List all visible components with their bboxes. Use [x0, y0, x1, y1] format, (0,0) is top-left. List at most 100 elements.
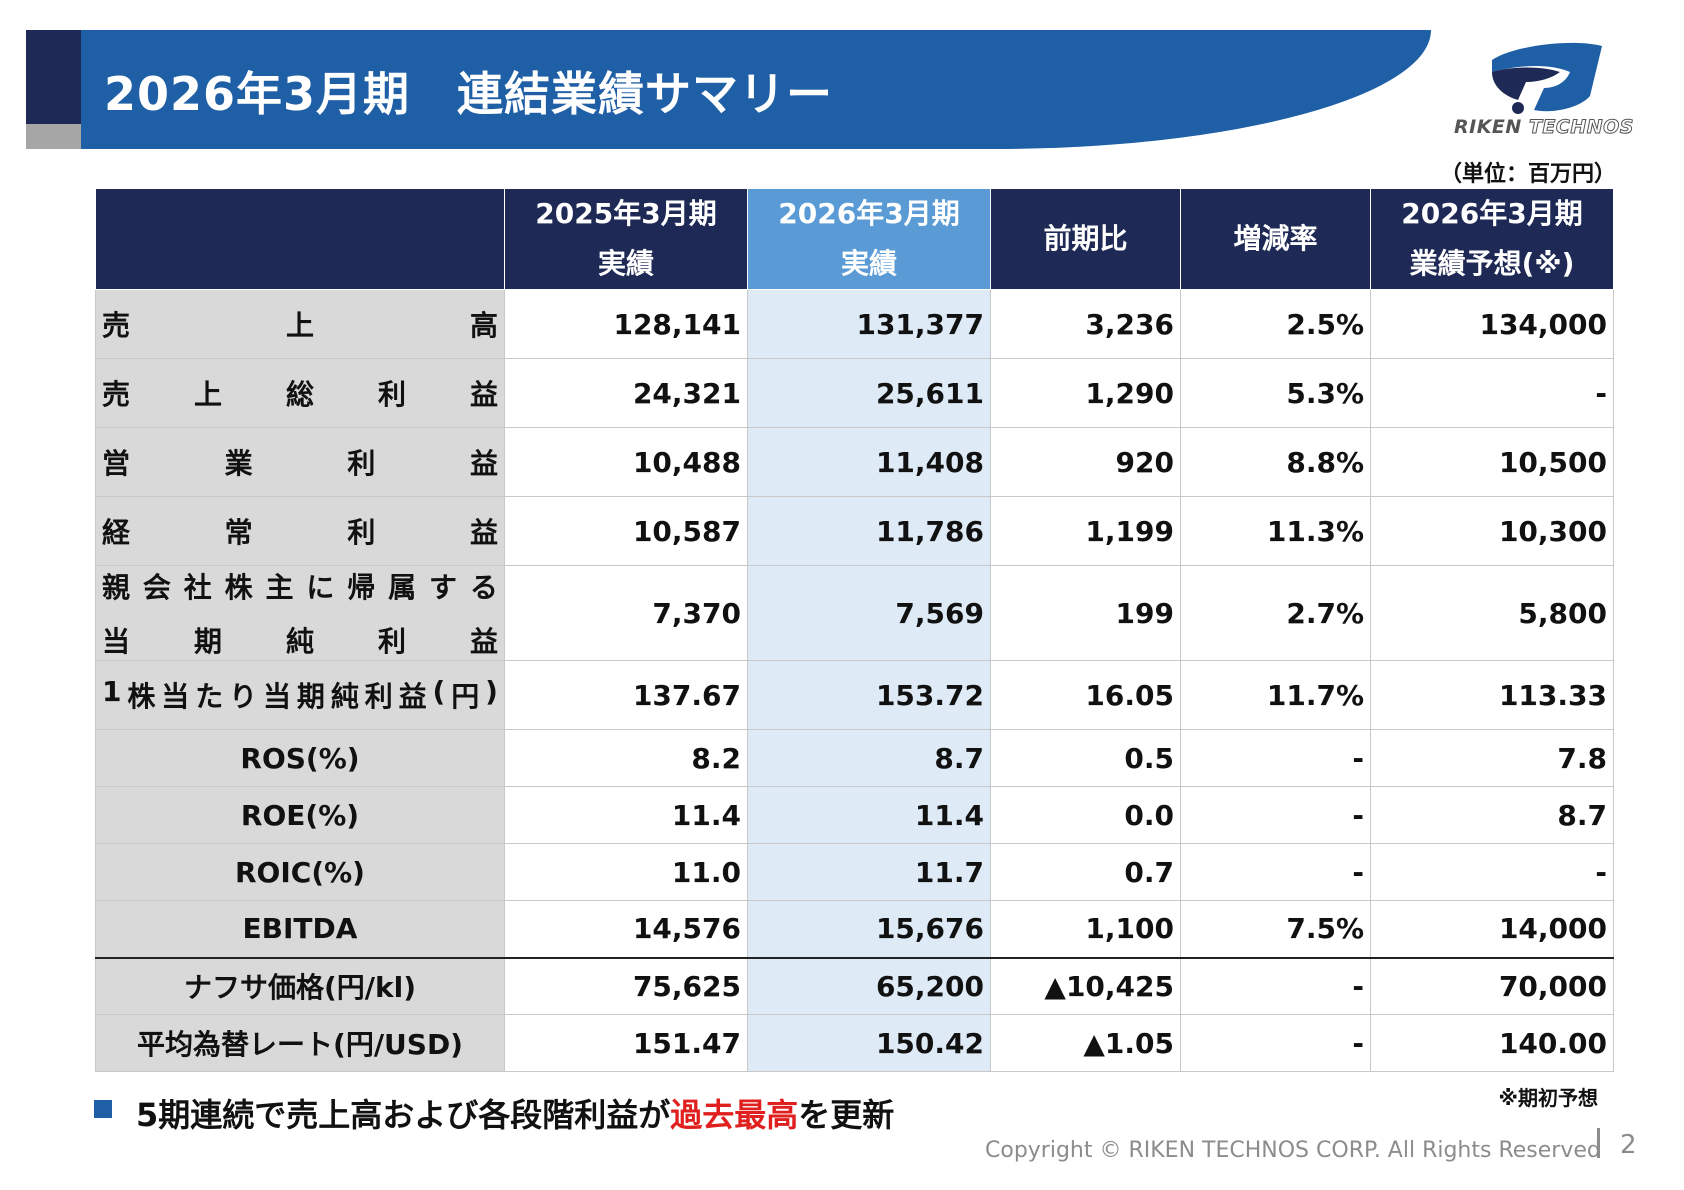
cell-value: 0.0	[990, 786, 1181, 844]
logo-wordmark: RIKEN TECHNOS	[1454, 116, 1634, 139]
header-accent-block	[26, 30, 81, 124]
column-header-line1: 前期比	[1043, 222, 1128, 255]
cell-value: 11.3%	[1180, 496, 1371, 566]
row-label-text: 売上高	[102, 309, 498, 342]
row-label-text-line2: 当期純利益	[102, 625, 498, 658]
cell-value: 8.7	[1370, 786, 1614, 844]
cell-value: ▲10,425	[990, 956, 1181, 1015]
cell-value: 7.8	[1370, 729, 1614, 787]
cell-value: 65,200	[747, 956, 991, 1015]
column-header: 2025年3月期 実績	[504, 188, 748, 290]
cell-value: 140.00	[1370, 1014, 1614, 1072]
row-label: 平均為替レート(円/USD)	[95, 1014, 505, 1072]
cell-value: -	[1370, 358, 1614, 428]
table-row: 売上高 128,141 131,377 3,236 2.5% 134,000	[95, 289, 1614, 359]
bullet-text-highlight: 過去最高	[670, 1096, 799, 1134]
column-header-line1: 2026年3月期	[1401, 197, 1583, 230]
cell-value: 11.7%	[1180, 660, 1371, 730]
bullet-square-icon	[94, 1100, 112, 1118]
row-label: ROS(%)	[95, 729, 505, 787]
table-row: 親会社株主に帰属する 当期純利益 7,370 7,569 199 2.7% 5,…	[95, 565, 1614, 661]
cell-value: 1,199	[990, 496, 1181, 566]
copyright: Copyright © RIKEN TECHNOS CORP. All Righ…	[985, 1138, 1601, 1163]
cell-value: 151.47	[504, 1014, 748, 1072]
cell-value: -	[1180, 729, 1371, 787]
cell-value: 10,488	[504, 427, 748, 497]
cell-value: 11,408	[747, 427, 991, 497]
cell-value: 2.5%	[1180, 289, 1371, 359]
cell-value: 131,377	[747, 289, 991, 359]
column-header-line1: 2026年3月期	[778, 197, 960, 230]
table-row: 経常利益 10,587 11,786 1,199 11.3% 10,300	[95, 496, 1614, 566]
cell-value: 153.72	[747, 660, 991, 730]
row-label: 親会社株主に帰属する 当期純利益	[95, 565, 505, 661]
table-row: 売上総利益 24,321 25,611 1,290 5.3% -	[95, 358, 1614, 428]
cell-value: -	[1180, 956, 1371, 1015]
bullet-text-before: 5期連続で売上高および各段階利益が	[136, 1096, 671, 1134]
cell-value: 11.0	[504, 843, 748, 901]
column-header: 前期比	[990, 188, 1181, 290]
unit-label: （単位：百万円）	[1439, 162, 1616, 187]
row-label: ROIC(%)	[95, 843, 505, 901]
row-label: 営業利益	[95, 427, 505, 497]
cell-value: 8.7	[747, 729, 991, 787]
cell-value: 150.42	[747, 1014, 991, 1072]
bullet-text: 5期連続で売上高および各段階利益が過去最高を更新	[136, 1090, 894, 1136]
cell-value: 137.67	[504, 660, 748, 730]
cell-value: 7.5%	[1180, 900, 1371, 958]
column-header-line1: 2025年3月期	[535, 197, 717, 230]
table-row: 営業利益 10,488 11,408 920 8.8% 10,500	[95, 427, 1614, 497]
cell-value: -	[1180, 843, 1371, 901]
table-row: 平均為替レート(円/USD) 151.47 150.42 ▲1.05 - 140…	[95, 1014, 1614, 1072]
cell-value: 11,786	[747, 496, 991, 566]
cell-value: 0.7	[990, 843, 1181, 901]
column-header: 2026年3月期 業績予想(※)	[1370, 188, 1614, 290]
footnote: ※期初予想	[1498, 1086, 1598, 1110]
column-header: 増減率	[1180, 188, 1371, 290]
cell-value: 0.5	[990, 729, 1181, 787]
row-label: 売上総利益	[95, 358, 505, 428]
row-label-text: 1 株当たり当期純利益(円)	[102, 675, 498, 713]
cell-value: -	[1180, 786, 1371, 844]
cell-value: 15,676	[747, 900, 991, 958]
cell-value: 5,800	[1370, 565, 1614, 661]
cell-value: 11.4	[504, 786, 748, 844]
row-label-text: 売上総利益	[102, 378, 498, 411]
cell-value: 25,611	[747, 358, 991, 428]
row-label: 経常利益	[95, 496, 505, 566]
cell-value: 7,569	[747, 565, 991, 661]
row-label: EBITDA	[95, 900, 505, 958]
row-label: ROE(%)	[95, 786, 505, 844]
cell-value: 14,000	[1370, 900, 1614, 958]
row-label: 1 株当たり当期純利益(円)	[95, 660, 505, 730]
cell-value: 920	[990, 427, 1181, 497]
table-row: ROS(%) 8.2 8.7 0.5 - 7.8	[95, 729, 1614, 787]
row-label-text: 経常利益	[102, 516, 498, 549]
row-label: 売上高	[95, 289, 505, 359]
header-accent-grey	[26, 124, 81, 149]
cell-value: 1,290	[990, 358, 1181, 428]
cell-value: 8.2	[504, 729, 748, 787]
cell-value: 3,236	[990, 289, 1181, 359]
column-header: 2026年3月期 実績	[747, 188, 991, 290]
page-title: 2026年3月期 連結業績サマリー	[104, 67, 834, 121]
row-label-text: 親会社株主に帰属する	[102, 571, 498, 604]
cell-value: 113.33	[1370, 660, 1614, 730]
cell-value: -	[1180, 1014, 1371, 1072]
table-row: ROIC(%) 11.0 11.7 0.7 - -	[95, 843, 1614, 901]
cell-value: 14,576	[504, 900, 748, 958]
page-number: 2	[1620, 1130, 1637, 1160]
row-label-text: 営業利益	[102, 447, 498, 480]
cell-value: 7,370	[504, 565, 748, 661]
cell-value: 11.4	[747, 786, 991, 844]
cell-value: ▲1.05	[990, 1014, 1181, 1072]
cell-value: 8.8%	[1180, 427, 1371, 497]
cell-value: 10,300	[1370, 496, 1614, 566]
logo-word-technos: TECHNOS	[1528, 116, 1634, 139]
cell-value: 128,141	[504, 289, 748, 359]
table-row: ROE(%) 11.4 11.4 0.0 - 8.7	[95, 786, 1614, 844]
summary-table: 2025年3月期 実績 2026年3月期 実績 前期比 増減率 2026年3月期…	[95, 188, 1614, 1072]
cell-value: 16.05	[990, 660, 1181, 730]
table-row: ナフサ価格(円/kl) 75,625 65,200 ▲10,425 - 70,0…	[95, 956, 1614, 1015]
logo-word-riken: RIKEN	[1454, 116, 1522, 138]
